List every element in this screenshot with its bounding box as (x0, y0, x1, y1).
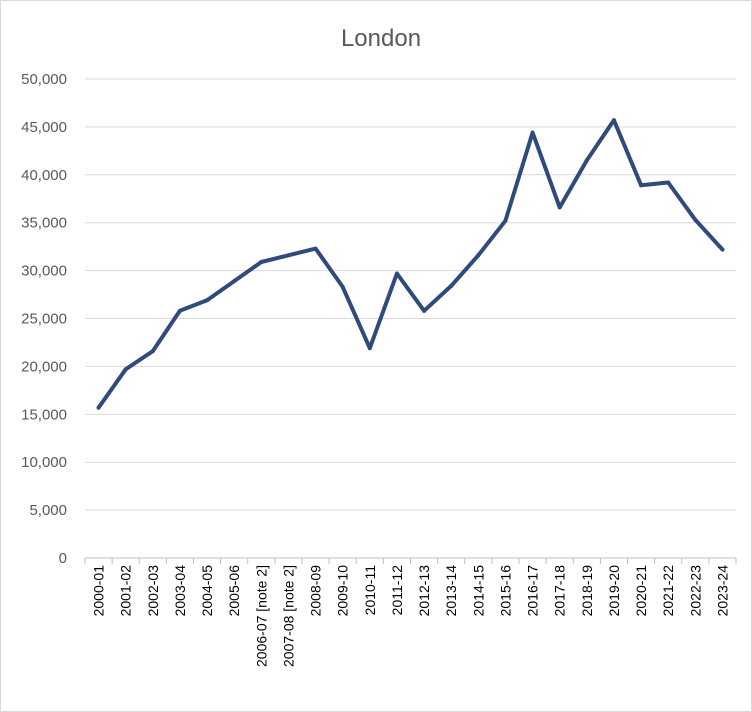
x-tick-label: 2012-13 (416, 565, 432, 617)
data-point (666, 180, 671, 185)
data-point (340, 284, 345, 289)
data-point (503, 218, 508, 223)
x-tick-label: 2020-21 (633, 565, 649, 617)
data-point (367, 346, 372, 351)
y-tick-label: 20,000 (21, 358, 67, 375)
data-point (720, 247, 725, 252)
data-point (232, 279, 237, 284)
data-point (530, 130, 535, 135)
x-tick-label: 2023-24 (714, 565, 730, 617)
x-tick-label: 2005-06 (226, 565, 242, 617)
y-tick-label: 30,000 (21, 263, 67, 280)
y-tick-label: 45,000 (21, 119, 67, 136)
x-tick-label: 2015-16 (497, 565, 513, 617)
x-tick-label: 2022-23 (687, 565, 703, 617)
x-tick-label: 2006-07 [note 2] (253, 565, 269, 667)
x-tick-label: 2016-17 (525, 565, 541, 617)
y-tick-label: 50,000 (21, 71, 67, 88)
data-point (611, 118, 616, 123)
x-tick-label: 2018-19 (579, 565, 595, 617)
x-tick-label: 2014-15 (470, 565, 486, 617)
x-tick-label: 2004-05 (199, 565, 215, 617)
series (96, 118, 725, 410)
data-point (449, 283, 454, 288)
data-point (422, 308, 427, 313)
x-tick-label: 2021-22 (660, 565, 676, 617)
y-tick-label: 5,000 (29, 502, 67, 519)
data-point (313, 246, 318, 251)
x-tick-label: 2009-10 (335, 565, 351, 617)
x-tick-label: 2013-14 (443, 565, 459, 617)
x-tick-label: 2011-12 (389, 565, 405, 616)
x-tick-label: 2001-02 (118, 565, 134, 617)
y-tick-label: 40,000 (21, 167, 67, 184)
y-tick-label: 10,000 (21, 454, 67, 471)
data-point (693, 217, 698, 222)
data-point (96, 405, 101, 410)
y-tick-label: 35,000 (21, 215, 67, 232)
x-tick-label: 2003-04 (172, 565, 188, 617)
data-point (205, 298, 210, 303)
x-tick-label: 2008-09 (308, 565, 324, 617)
x-tick-label: 2010-11 (362, 565, 378, 616)
data-point (639, 183, 644, 188)
gridlines (85, 78, 736, 511)
data-point (259, 259, 264, 264)
data-point (476, 253, 481, 258)
y-tick-label: 15,000 (21, 406, 67, 423)
x-tick-label: 2000-01 (91, 565, 107, 617)
data-point (286, 253, 291, 258)
data-point (394, 271, 399, 276)
x-axis: 2000-01 2001-02 2002-03 2003-04 2004-05 2005-… (84, 557, 737, 667)
series-line (96, 118, 725, 410)
data-point (177, 308, 182, 313)
data-point (150, 349, 155, 354)
x-tick-label: 2007-08 [note 2] (280, 565, 296, 667)
x-tick-label: 2019-20 (606, 565, 622, 617)
y-tick-label: 0 (59, 550, 67, 567)
x-tick-label: 2002-03 (145, 565, 161, 617)
data-point (123, 367, 128, 372)
y-axis: 0 5,000 10,000 15,000 20,000 25,000 30,000 35,0… (21, 71, 67, 567)
chart-title: London (341, 25, 421, 52)
data-point (584, 158, 589, 163)
data-point (557, 205, 562, 210)
y-tick-label: 25,000 (21, 311, 67, 328)
x-tick-label: 2017-18 (552, 565, 568, 617)
